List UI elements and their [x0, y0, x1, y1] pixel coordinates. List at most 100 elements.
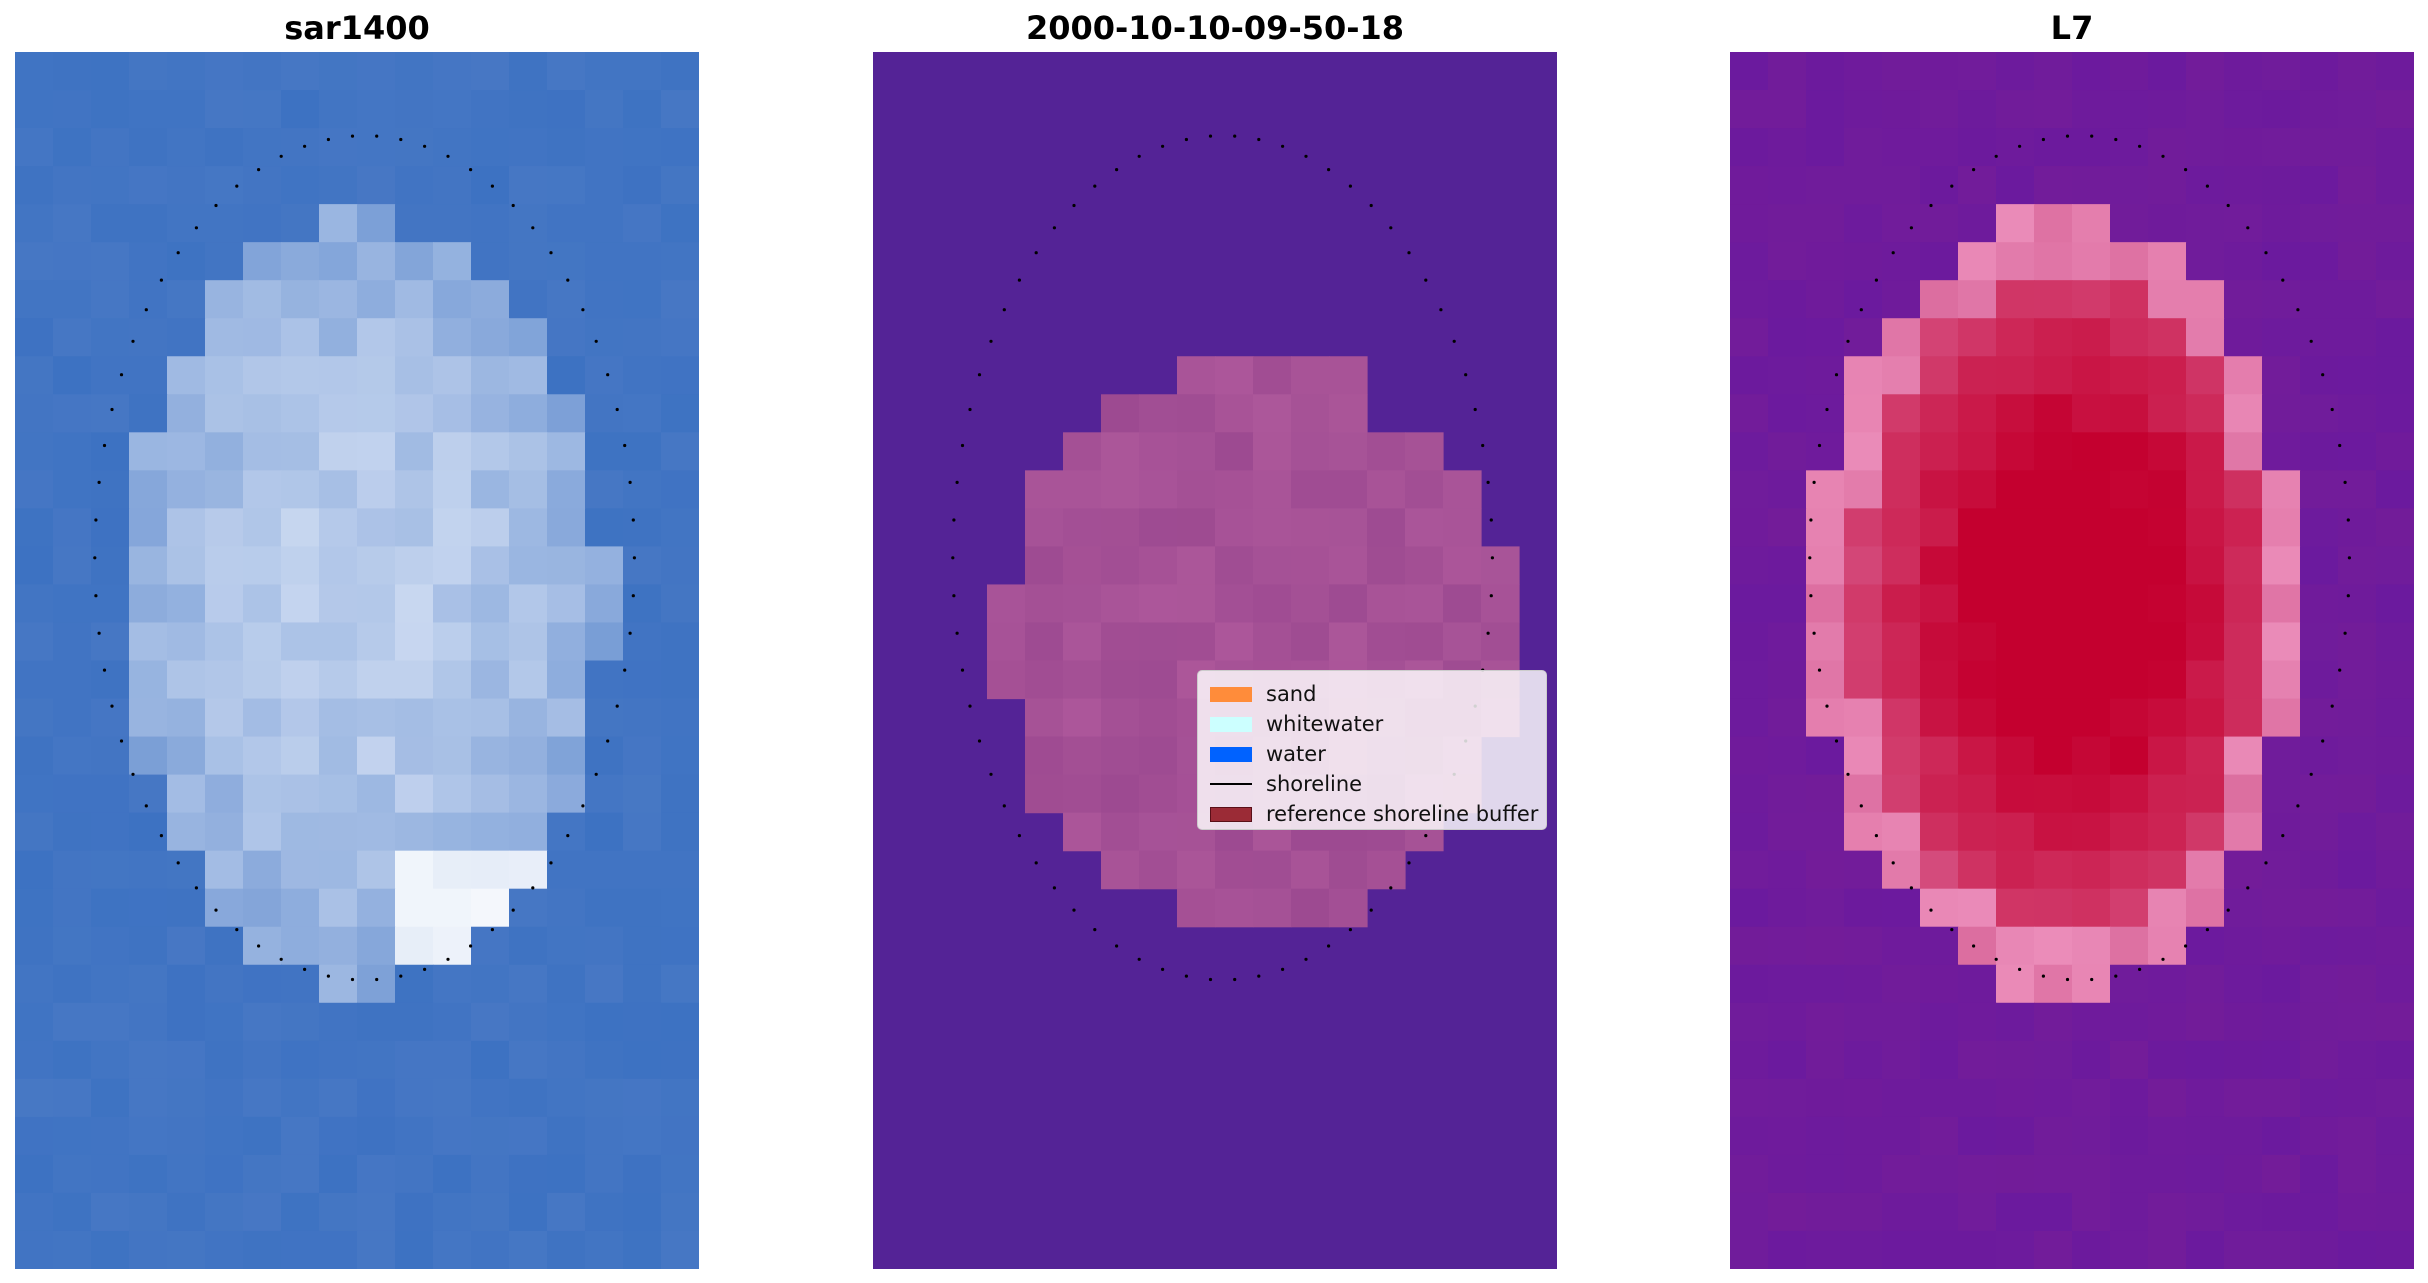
buffer-pixel [1215, 394, 1254, 433]
buffer-pixel [1025, 508, 1064, 548]
buffer-pixel [1253, 888, 1292, 928]
mndwi-pixel [1920, 204, 1959, 243]
rgb-pixel [167, 774, 206, 814]
shoreline-point [235, 184, 239, 188]
mndwi-pixel [1844, 52, 1883, 91]
mndwi-pixel [1806, 698, 1845, 738]
shoreline-point [102, 443, 107, 448]
rgb-pixel [15, 508, 54, 548]
mndwi-pixel [1768, 394, 1807, 433]
mndwi-pixel [2338, 242, 2377, 281]
mndwi-pixel [2376, 812, 2414, 852]
buffer-pixel [1367, 470, 1406, 509]
mndwi-pixel [1882, 1154, 1921, 1194]
mndwi-pixel [2110, 318, 2149, 357]
mndwi-pixel [2376, 432, 2414, 471]
mndwi-pixel [2034, 128, 2073, 167]
mndwi-pixel [1768, 356, 1807, 395]
rgb-pixel [623, 1116, 662, 1156]
rgb-pixel [547, 888, 586, 928]
rgb-pixel [15, 888, 54, 928]
mndwi-pixel [1920, 1040, 1959, 1080]
mndwi-pixel [2376, 850, 2414, 890]
buffer-pixel [1101, 394, 1140, 433]
mndwi-pixel [2224, 1002, 2263, 1042]
mndwi-pixel [1958, 964, 1997, 1004]
mndwi-pixel [1920, 242, 1959, 281]
mndwi-pixel [2262, 432, 2301, 471]
rgb-pixel [205, 470, 244, 509]
rgb-pixel [91, 432, 130, 471]
rgb-pixel [357, 812, 396, 852]
rgb-pixel [15, 1230, 54, 1269]
mndwi-pixel [2338, 52, 2377, 91]
rgb-pixel [661, 432, 699, 471]
rgb-pixel [243, 242, 282, 281]
mndwi-pixel [1996, 1192, 2035, 1232]
rgb-pixel [623, 1154, 662, 1194]
rgb-pixel [205, 318, 244, 357]
mndwi-pixel [2300, 356, 2339, 395]
mndwi-pixel [1996, 812, 2035, 852]
mndwi-pixel [1920, 1154, 1959, 1194]
mndwi-pixel [1768, 90, 1807, 129]
mndwi-pixel [2072, 660, 2111, 700]
mndwi-pixel [2186, 926, 2225, 966]
rgb-pixel [205, 964, 244, 1004]
mndwi-pixel [2262, 166, 2301, 205]
shoreline-point [446, 154, 450, 158]
shoreline-point [2090, 977, 2094, 982]
rgb-pixel [281, 1078, 320, 1118]
rgb-pixel [433, 204, 472, 243]
buffer-pixel [1101, 546, 1140, 586]
rgb-pixel [395, 508, 434, 548]
rgb-pixel [471, 774, 510, 814]
rgb-pixel [585, 926, 624, 966]
mndwi-pixel [2034, 394, 2073, 433]
mndwi-pixel [2338, 584, 2377, 624]
mndwi-pixel [2072, 736, 2111, 776]
shoreline-point [490, 928, 494, 932]
rgb-pixel [15, 1002, 54, 1042]
mndwi-pixel [2262, 888, 2301, 928]
buffer-pixel [1443, 546, 1482, 586]
mndwi-pixel [1730, 432, 1769, 471]
shoreline-point [144, 804, 148, 808]
mndwi-pixel [2072, 166, 2111, 205]
mndwi-pixel [2338, 166, 2377, 205]
rgb-pixel [585, 470, 624, 509]
mndwi-pixel [2300, 698, 2339, 738]
rgb-pixel [661, 698, 699, 738]
shoreline-point [2309, 772, 2313, 776]
shoreline-point [1327, 168, 1331, 172]
mndwi-pixel [2262, 660, 2301, 700]
mndwi-pixel [2300, 1002, 2339, 1042]
rgb-pixel [129, 1192, 168, 1232]
rgb-pixel [623, 52, 662, 91]
rgb-pixel [585, 622, 624, 662]
shoreline-point [1486, 480, 1490, 484]
mndwi-pixel [2110, 90, 2149, 129]
mndwi-pixel [2376, 1002, 2414, 1042]
mndwi-pixel [2262, 1154, 2301, 1194]
rgb-pixel [91, 584, 130, 624]
rgb-pixel [661, 926, 699, 966]
mndwi-pixel [2186, 812, 2225, 852]
mndwi-pixel [1844, 1192, 1883, 1232]
mndwi-pixel [1958, 394, 1997, 433]
rgb-pixel [281, 1116, 320, 1156]
mndwi-pixel [1996, 242, 2035, 281]
mndwi-pixel [2186, 964, 2225, 1004]
rgb-pixel [129, 1154, 168, 1194]
mndwi-pixel [2300, 394, 2339, 433]
rgb-pixel [243, 622, 282, 662]
buffer-pixel [1367, 850, 1406, 890]
rgb-pixel [205, 698, 244, 738]
mndwi-pixel [1806, 280, 1845, 319]
shoreline-point [1389, 226, 1393, 230]
shoreline-point [2205, 928, 2209, 932]
mndwi-pixel [2338, 964, 2377, 1004]
mndwi-pixel [1730, 698, 1769, 738]
mndwi-pixel [1730, 964, 1769, 1004]
mndwi-pixel [2376, 470, 2414, 509]
